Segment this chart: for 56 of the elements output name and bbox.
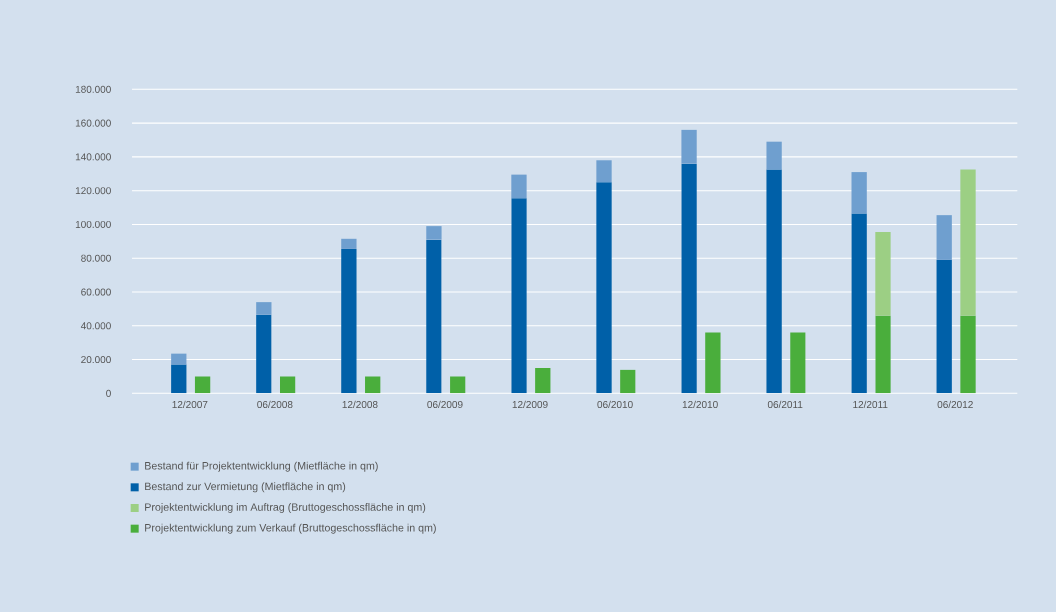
y-tick-label: 20.000 [81,356,111,364]
bar [790,332,806,394]
bar [511,198,527,394]
bar [936,259,952,394]
bar [341,238,357,249]
x-tick-label: 06/2009 [427,400,463,409]
bar [535,368,551,394]
bar [194,376,211,394]
bar [681,163,697,394]
bar [450,376,466,394]
y-tick-label: 0 [106,389,111,397]
y-tick-label: 60.000 [81,288,111,296]
bar [256,302,272,315]
y-tick-label: 140.000 [75,153,111,161]
bar [365,376,381,394]
x-tick-label: 12/2007 [172,400,208,409]
legend-label: Projektentwicklung zum Verkauf (Bruttogeschossfläche in qm) [145,523,436,534]
x-tick-label: 06/2010 [597,400,633,409]
bar [705,332,721,394]
y-tick-label: 40.000 [80,322,111,330]
bar [511,174,527,199]
x-tick-label: 06/2008 [257,400,293,409]
y-tick-label: 120.000 [75,187,111,195]
x-tick-label: 12/2011 [853,400,888,409]
legend-label: Bestand zur Vermietung (Mietfläche in qm) [145,482,346,493]
bar [426,226,442,240]
y-tick-label: 80.000 [81,254,111,262]
bar [766,169,782,394]
legend-label: Projektentwicklung im Auftrag (Bruttogeschossfläche in qm) [145,503,426,513]
bar [875,232,891,316]
bar [596,160,612,183]
bar [596,182,612,394]
bar [171,364,187,394]
x-tick-label: 06/2011 [767,400,803,409]
bar [426,239,442,394]
x-tick-label: 12/2008 [342,400,378,409]
bar [960,169,976,316]
bar [851,172,867,214]
bar [851,213,867,394]
bar [875,315,891,394]
bar [620,369,636,394]
x-tick-label: 12/2010 [682,400,718,409]
legend-label: Bestand für Projektentwicklung (Mietfläche in qm) [145,461,378,472]
bar [766,141,782,170]
x-tick-label: 06/2012 [937,400,973,409]
bar [279,376,296,394]
bar [681,129,697,164]
bar [936,215,952,260]
bar [171,353,187,365]
bar [256,314,272,394]
bar [960,315,976,394]
y-tick-label: 160.000 [75,119,111,127]
bar [341,248,357,394]
x-tick-label: 12/2009 [512,400,548,409]
y-tick-label: 100.000 [75,220,111,228]
y-tick-label: 180.000 [75,85,111,93]
